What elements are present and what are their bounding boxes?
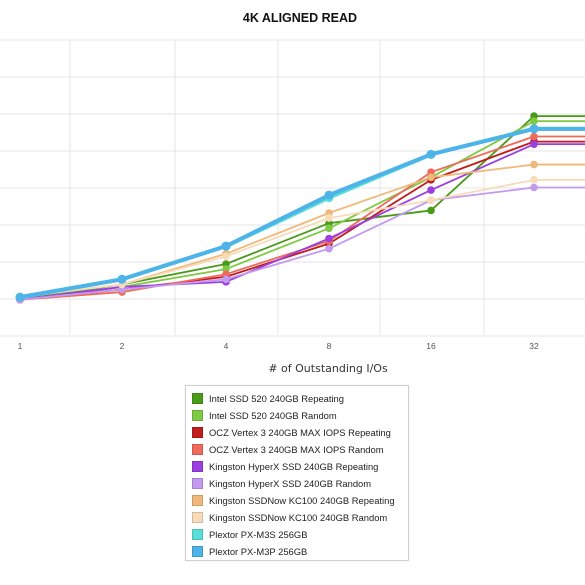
legend-label: Kingston HyperX SSD 240GB Random <box>209 478 372 489</box>
series-3 <box>16 132 585 304</box>
data-point[interactable] <box>325 244 333 253</box>
data-point[interactable] <box>530 117 538 125</box>
legend-label: Kingston SSDNow KC100 240GB Random <box>209 512 388 523</box>
legend-label: Kingston SSDNow KC100 240GB Repeating <box>209 495 395 506</box>
legend-item[interactable]: Kingston SSDNow KC100 240GB Random <box>192 509 402 526</box>
legend-item[interactable]: Plextor PX-M3S 256GB <box>192 526 402 543</box>
series-4 <box>16 140 585 304</box>
legend-label: Intel SSD 520 240GB Repeating <box>209 393 344 404</box>
data-point[interactable] <box>15 292 25 302</box>
legend-swatch <box>192 393 203 404</box>
x-tick-label: 16 <box>426 341 436 351</box>
legend-swatch <box>192 461 203 472</box>
grid <box>0 39 585 337</box>
data-point[interactable] <box>530 183 538 192</box>
x-tick-label: 32 <box>529 341 539 351</box>
legend-label: Plextor PX-M3P 256GB <box>209 546 308 557</box>
chart-title: 4K ALIGNED READ <box>243 11 357 25</box>
series-line <box>19 135 585 301</box>
legend-swatch <box>192 427 203 438</box>
legend-label: Kingston HyperX SSD 240GB Repeating <box>209 461 379 472</box>
data-point[interactable] <box>427 173 435 182</box>
x-tick-label: 2 <box>120 341 125 351</box>
series-line <box>19 163 585 299</box>
legend-item[interactable]: Intel SSD 520 240GB Random <box>192 407 402 424</box>
legend: Intel SSD 520 240GB Repeating Intel SSD 5… <box>185 385 409 561</box>
series-lines <box>15 112 585 304</box>
x-axis-label: # of Outstanding I/Os <box>268 362 388 375</box>
data-point[interactable] <box>324 190 334 200</box>
data-point[interactable] <box>325 234 333 243</box>
data-point[interactable] <box>117 274 127 284</box>
data-point[interactable] <box>530 132 538 141</box>
data-point[interactable] <box>222 252 230 261</box>
series-6 <box>16 160 585 301</box>
data-point[interactable] <box>530 176 538 184</box>
legend-item[interactable]: Kingston SSDNow KC100 240GB Repeating <box>192 492 402 509</box>
data-point[interactable] <box>530 140 538 148</box>
data-point[interactable] <box>427 196 435 205</box>
x-axis-ticks: 1 2 4 8 16 32 <box>18 341 539 351</box>
series-line <box>19 140 585 301</box>
data-point[interactable] <box>530 160 538 169</box>
legend-swatch <box>192 546 203 557</box>
series-2 <box>16 137 585 304</box>
legend-item[interactable]: Intel SSD 520 240GB Repeating <box>192 390 402 407</box>
legend-swatch <box>192 495 203 506</box>
data-point[interactable] <box>427 206 435 215</box>
legend-item[interactable]: Kingston HyperX SSD 240GB Repeating <box>192 458 402 475</box>
legend-item[interactable]: Kingston HyperX SSD 240GB Random <box>192 475 402 492</box>
x-tick-label: 4 <box>224 341 229 351</box>
data-point[interactable] <box>325 214 333 222</box>
data-point[interactable] <box>427 186 435 194</box>
data-point[interactable] <box>529 124 539 134</box>
series-9 <box>15 124 585 302</box>
legend-label: OCZ Vertex 3 240GB MAX IOPS Repeating <box>209 427 391 438</box>
series-line <box>19 143 585 301</box>
x-tick-label: 1 <box>18 341 23 351</box>
data-point[interactable] <box>325 224 333 233</box>
legend-swatch <box>192 444 203 455</box>
data-point[interactable] <box>426 149 436 159</box>
legend-item[interactable]: Plextor PX-M3P 256GB <box>192 543 402 560</box>
series-5 <box>16 183 585 304</box>
legend-swatch <box>192 512 203 523</box>
legend-swatch <box>192 478 203 489</box>
legend-label: OCZ Vertex 3 240GB MAX IOPS Random <box>209 444 384 455</box>
data-point[interactable] <box>221 241 231 251</box>
data-point[interactable] <box>222 275 230 284</box>
x-tick-label: 8 <box>327 341 332 351</box>
legend-item[interactable]: OCZ Vertex 3 240GB MAX IOPS Repeating <box>192 424 402 441</box>
legend-swatch <box>192 410 203 421</box>
legend-label: Plextor PX-M3S 256GB <box>209 529 308 540</box>
legend-label: Intel SSD 520 240GB Random <box>209 410 337 421</box>
legend-swatch <box>192 529 203 540</box>
legend-item[interactable]: OCZ Vertex 3 240GB MAX IOPS Random <box>192 441 402 458</box>
